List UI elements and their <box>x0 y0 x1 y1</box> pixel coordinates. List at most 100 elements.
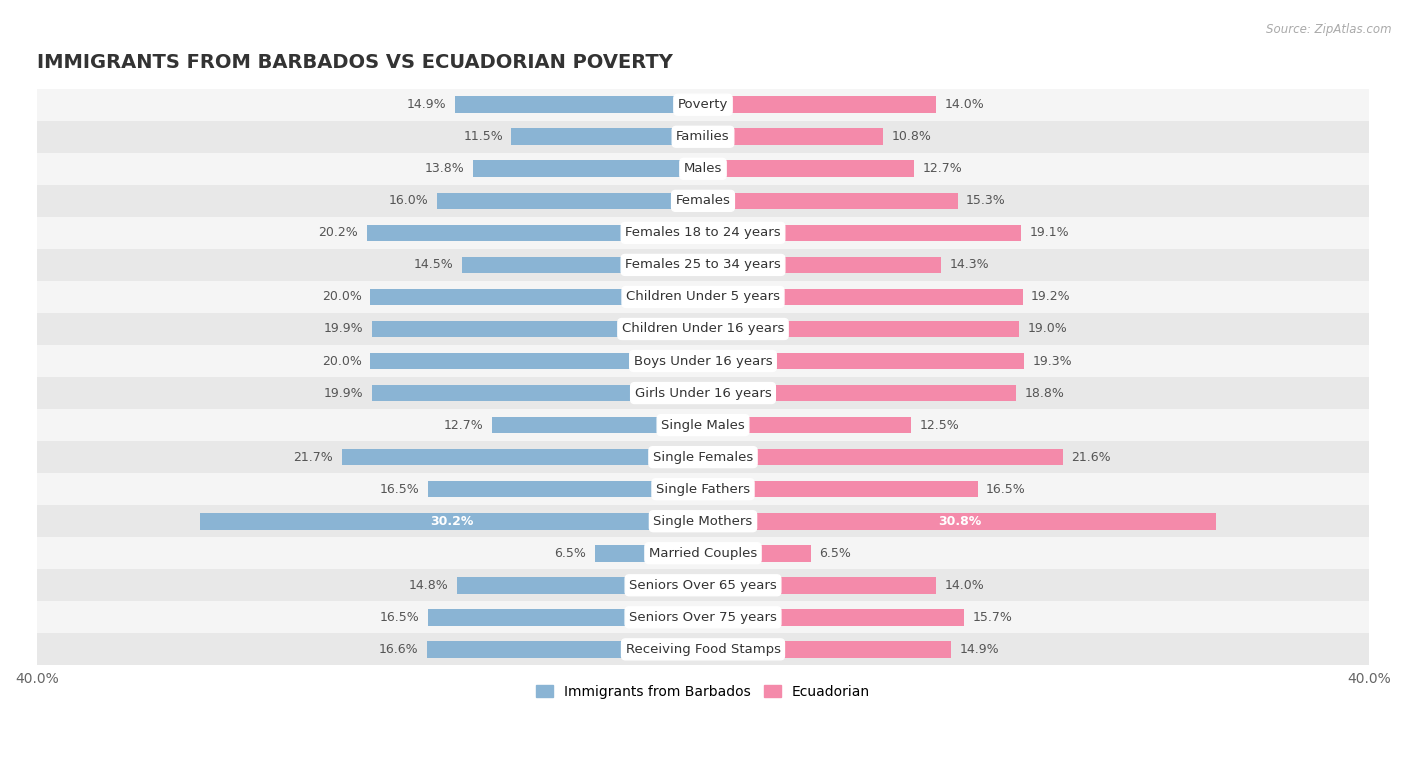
Bar <box>370 289 703 305</box>
Bar <box>37 281 1369 313</box>
Bar <box>426 641 703 658</box>
Text: 20.0%: 20.0% <box>322 290 361 303</box>
Text: 16.5%: 16.5% <box>986 483 1026 496</box>
Bar <box>703 449 1063 465</box>
Bar <box>371 385 703 402</box>
Bar <box>595 545 703 562</box>
Text: 13.8%: 13.8% <box>425 162 465 175</box>
Bar <box>703 257 941 273</box>
Bar <box>703 224 1021 241</box>
Bar <box>703 385 1017 402</box>
Text: 15.7%: 15.7% <box>973 611 1012 624</box>
Bar <box>703 481 977 497</box>
Bar <box>461 257 703 273</box>
Bar <box>429 481 703 497</box>
Text: Poverty: Poverty <box>678 99 728 111</box>
Text: Males: Males <box>683 162 723 175</box>
Bar <box>436 193 703 209</box>
Text: 14.9%: 14.9% <box>959 643 1000 656</box>
Text: 12.5%: 12.5% <box>920 418 959 431</box>
Bar <box>37 537 1369 569</box>
Text: Females 18 to 24 years: Females 18 to 24 years <box>626 227 780 240</box>
Text: 14.9%: 14.9% <box>406 99 447 111</box>
Text: Single Males: Single Males <box>661 418 745 431</box>
Bar <box>703 609 965 625</box>
Bar <box>37 505 1369 537</box>
Text: 10.8%: 10.8% <box>891 130 931 143</box>
Text: Seniors Over 75 years: Seniors Over 75 years <box>628 611 778 624</box>
Text: 16.0%: 16.0% <box>388 194 429 208</box>
Text: 20.2%: 20.2% <box>319 227 359 240</box>
Text: 19.0%: 19.0% <box>1028 322 1067 336</box>
Text: Single Females: Single Females <box>652 450 754 464</box>
Text: 16.5%: 16.5% <box>380 611 420 624</box>
Bar <box>37 249 1369 281</box>
Text: 16.6%: 16.6% <box>378 643 418 656</box>
Text: 21.6%: 21.6% <box>1071 450 1111 464</box>
Text: 14.5%: 14.5% <box>413 258 453 271</box>
Bar <box>37 153 1369 185</box>
Text: 16.5%: 16.5% <box>380 483 420 496</box>
Text: Children Under 16 years: Children Under 16 years <box>621 322 785 336</box>
Legend: Immigrants from Barbados, Ecuadorian: Immigrants from Barbados, Ecuadorian <box>530 679 876 704</box>
Bar <box>370 352 703 369</box>
Text: Single Mothers: Single Mothers <box>654 515 752 528</box>
Text: 12.7%: 12.7% <box>922 162 963 175</box>
Bar <box>703 96 936 113</box>
Bar <box>37 121 1369 153</box>
Text: 15.3%: 15.3% <box>966 194 1005 208</box>
Bar <box>457 577 703 594</box>
Bar <box>367 224 703 241</box>
Bar <box>200 513 703 530</box>
Bar <box>37 634 1369 666</box>
Bar <box>703 352 1025 369</box>
Bar <box>456 96 703 113</box>
Text: 14.3%: 14.3% <box>949 258 988 271</box>
Bar <box>37 601 1369 634</box>
Bar <box>37 473 1369 505</box>
Text: 19.3%: 19.3% <box>1033 355 1073 368</box>
Bar <box>37 185 1369 217</box>
Text: 19.2%: 19.2% <box>1031 290 1071 303</box>
Text: Families: Families <box>676 130 730 143</box>
Bar <box>37 441 1369 473</box>
Text: Girls Under 16 years: Girls Under 16 years <box>634 387 772 399</box>
Bar <box>703 128 883 145</box>
Text: 11.5%: 11.5% <box>464 130 503 143</box>
Bar <box>703 545 811 562</box>
Text: 20.0%: 20.0% <box>322 355 361 368</box>
Bar <box>37 217 1369 249</box>
Text: 14.0%: 14.0% <box>945 579 984 592</box>
Bar <box>703 193 957 209</box>
Bar <box>37 377 1369 409</box>
Text: 19.1%: 19.1% <box>1029 227 1069 240</box>
Bar <box>703 289 1022 305</box>
Bar <box>37 569 1369 601</box>
Bar <box>703 161 914 177</box>
Bar <box>703 417 911 434</box>
Bar <box>37 313 1369 345</box>
Text: 19.9%: 19.9% <box>323 322 363 336</box>
Text: Seniors Over 65 years: Seniors Over 65 years <box>628 579 778 592</box>
Text: 12.7%: 12.7% <box>443 418 484 431</box>
Bar <box>37 345 1369 377</box>
Text: 6.5%: 6.5% <box>820 547 852 559</box>
Bar <box>703 513 1216 530</box>
Text: Females 25 to 34 years: Females 25 to 34 years <box>626 258 780 271</box>
Text: 30.2%: 30.2% <box>430 515 474 528</box>
Text: 6.5%: 6.5% <box>554 547 586 559</box>
Text: 18.8%: 18.8% <box>1025 387 1064 399</box>
Bar <box>371 321 703 337</box>
Bar <box>512 128 703 145</box>
Text: Females: Females <box>675 194 731 208</box>
Bar <box>429 609 703 625</box>
Text: 19.9%: 19.9% <box>323 387 363 399</box>
Text: Receiving Food Stamps: Receiving Food Stamps <box>626 643 780 656</box>
Text: IMMIGRANTS FROM BARBADOS VS ECUADORIAN POVERTY: IMMIGRANTS FROM BARBADOS VS ECUADORIAN P… <box>37 53 672 72</box>
Text: Boys Under 16 years: Boys Under 16 years <box>634 355 772 368</box>
Bar <box>703 321 1019 337</box>
Bar <box>37 409 1369 441</box>
Text: Married Couples: Married Couples <box>650 547 756 559</box>
Text: 14.0%: 14.0% <box>945 99 984 111</box>
Bar <box>703 641 950 658</box>
